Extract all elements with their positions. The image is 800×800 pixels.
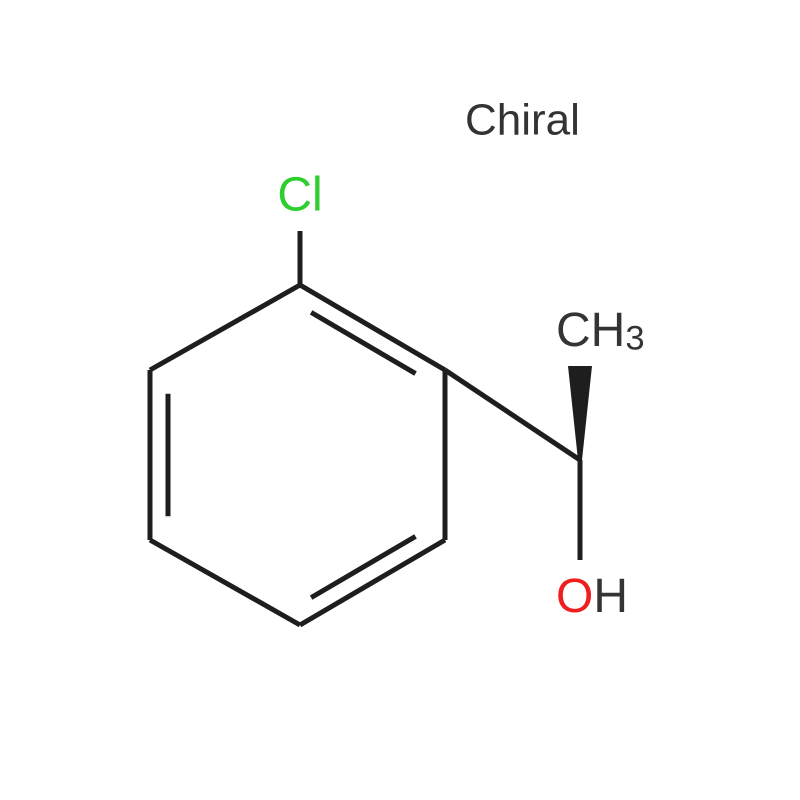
wedge-bond bbox=[568, 366, 592, 460]
atom-oh: OH bbox=[556, 570, 628, 623]
bond bbox=[150, 285, 300, 370]
bond bbox=[300, 540, 445, 625]
bond bbox=[445, 370, 580, 460]
molecule-diagram: Cl CH3 OH Chiral bbox=[0, 0, 800, 800]
bond bbox=[300, 285, 445, 370]
bond bbox=[150, 540, 300, 625]
chiral-label: Chiral bbox=[465, 96, 580, 145]
atom-ch3: CH3 bbox=[556, 304, 645, 358]
atom-cl: Cl bbox=[277, 169, 322, 222]
